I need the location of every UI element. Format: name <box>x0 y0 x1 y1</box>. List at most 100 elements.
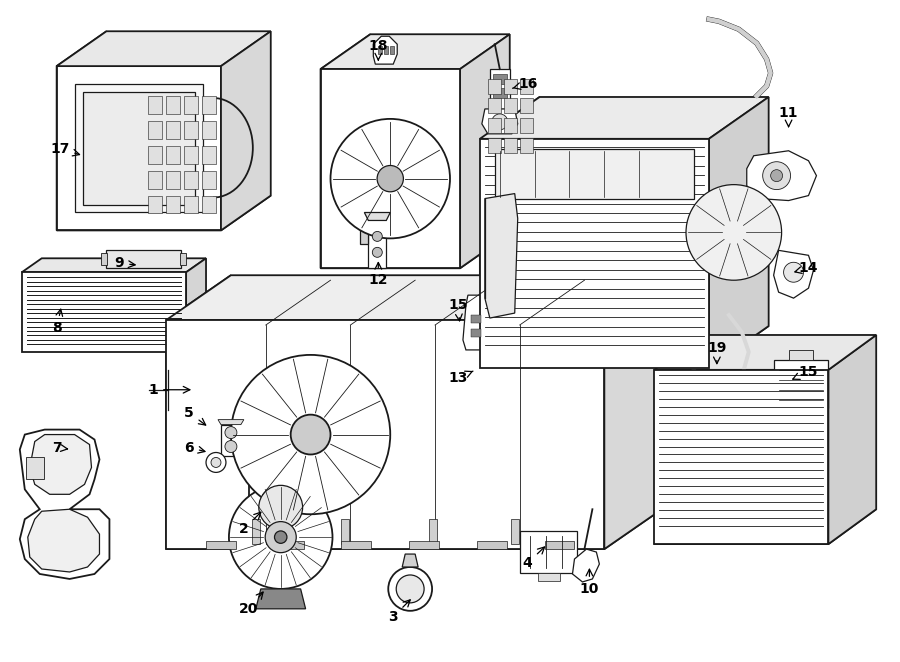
Bar <box>519 531 578 573</box>
Bar <box>26 457 44 479</box>
Bar <box>221 424 241 457</box>
Polygon shape <box>654 335 877 370</box>
Text: 17: 17 <box>50 142 79 156</box>
Bar <box>410 541 439 549</box>
Circle shape <box>266 522 296 553</box>
Bar <box>341 519 349 544</box>
Polygon shape <box>320 34 370 268</box>
Text: 15: 15 <box>448 298 468 321</box>
Text: 14: 14 <box>795 261 818 275</box>
Polygon shape <box>202 121 216 139</box>
Circle shape <box>762 162 790 189</box>
Bar <box>384 46 388 54</box>
Text: 20: 20 <box>239 592 263 616</box>
Polygon shape <box>184 195 198 214</box>
Polygon shape <box>166 96 180 114</box>
Polygon shape <box>320 69 460 268</box>
Polygon shape <box>166 320 604 549</box>
Text: 12: 12 <box>369 263 388 287</box>
Polygon shape <box>184 96 198 114</box>
Polygon shape <box>374 36 397 64</box>
Text: 8: 8 <box>52 309 63 335</box>
Bar <box>429 519 437 544</box>
Text: 7: 7 <box>52 440 68 455</box>
Polygon shape <box>148 146 162 164</box>
Polygon shape <box>221 31 271 230</box>
Polygon shape <box>402 554 418 567</box>
Polygon shape <box>504 138 517 153</box>
Polygon shape <box>480 139 709 368</box>
Polygon shape <box>490 69 509 109</box>
Polygon shape <box>57 66 221 230</box>
Polygon shape <box>148 171 162 189</box>
Polygon shape <box>460 34 509 268</box>
Polygon shape <box>148 121 162 139</box>
Polygon shape <box>320 34 509 69</box>
Circle shape <box>784 262 804 282</box>
Polygon shape <box>747 151 816 201</box>
Circle shape <box>686 185 781 280</box>
Text: 1: 1 <box>148 383 190 397</box>
Polygon shape <box>218 420 244 424</box>
Polygon shape <box>202 146 216 164</box>
Polygon shape <box>166 146 180 164</box>
Bar <box>83 92 195 205</box>
Text: 11: 11 <box>778 106 798 126</box>
Polygon shape <box>20 430 110 579</box>
Bar <box>493 74 507 84</box>
Bar <box>537 573 560 581</box>
Polygon shape <box>480 97 540 368</box>
Circle shape <box>396 575 424 603</box>
Polygon shape <box>519 99 533 113</box>
Bar <box>378 46 382 54</box>
Text: 19: 19 <box>707 341 726 363</box>
Circle shape <box>388 567 432 611</box>
Polygon shape <box>604 275 669 549</box>
Polygon shape <box>488 138 500 153</box>
Polygon shape <box>519 118 533 133</box>
Polygon shape <box>184 171 198 189</box>
Polygon shape <box>148 195 162 214</box>
Polygon shape <box>166 195 180 214</box>
Polygon shape <box>488 118 500 133</box>
Bar <box>391 46 394 54</box>
Bar <box>102 254 107 265</box>
Text: 5: 5 <box>184 406 206 425</box>
Polygon shape <box>248 467 313 547</box>
Text: 6: 6 <box>184 440 205 455</box>
Bar <box>206 541 236 549</box>
Circle shape <box>206 453 226 473</box>
Circle shape <box>377 166 403 192</box>
Polygon shape <box>364 213 391 220</box>
Circle shape <box>291 414 330 455</box>
Bar <box>471 329 481 337</box>
Polygon shape <box>709 97 769 368</box>
Polygon shape <box>202 171 216 189</box>
Circle shape <box>491 114 508 130</box>
Bar <box>493 88 507 98</box>
Polygon shape <box>57 31 271 66</box>
Polygon shape <box>360 228 368 244</box>
Text: 18: 18 <box>369 39 388 60</box>
Text: 3: 3 <box>389 600 410 624</box>
Bar <box>368 220 386 268</box>
Polygon shape <box>485 193 518 318</box>
Bar <box>180 254 186 265</box>
Circle shape <box>225 440 237 453</box>
Polygon shape <box>184 121 198 139</box>
Polygon shape <box>166 121 180 139</box>
Bar <box>544 541 574 549</box>
Circle shape <box>770 169 783 181</box>
Bar <box>471 315 481 323</box>
Bar <box>477 541 507 549</box>
Polygon shape <box>504 79 517 93</box>
Text: 9: 9 <box>114 256 135 270</box>
Polygon shape <box>57 195 271 230</box>
Polygon shape <box>480 326 769 368</box>
Polygon shape <box>202 96 216 114</box>
Bar <box>252 519 260 544</box>
Polygon shape <box>28 509 100 572</box>
Circle shape <box>274 531 287 544</box>
Circle shape <box>259 485 302 529</box>
Polygon shape <box>57 31 106 230</box>
